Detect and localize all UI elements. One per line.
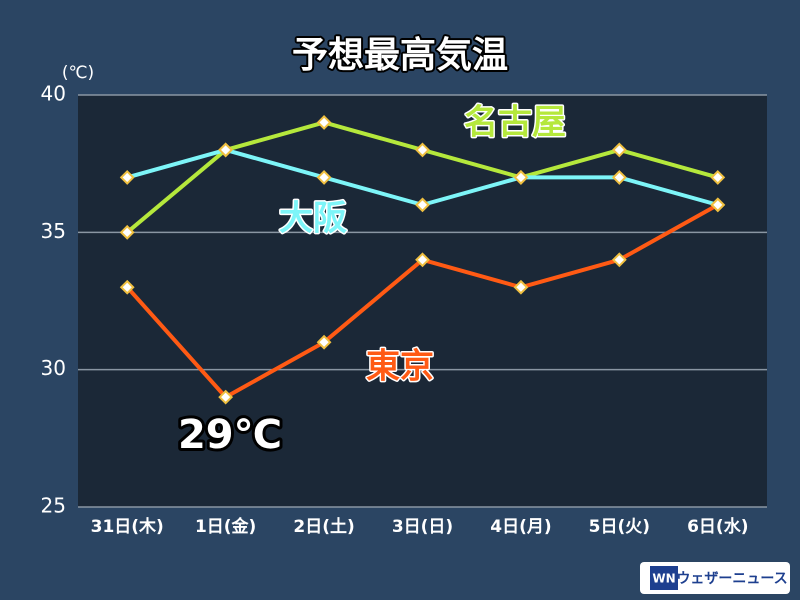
point-marker — [218, 389, 234, 405]
x-tick-label: 3日(日) — [392, 517, 453, 537]
series-label: 大阪 — [279, 199, 347, 239]
x-tick-label: 1日(金) — [195, 516, 256, 537]
y-tick-label: 25 — [41, 494, 66, 518]
x-tick-label: 6日(水) — [687, 516, 748, 537]
point-marker — [710, 169, 726, 185]
point-marker — [710, 197, 726, 213]
y-tick-label: 40 — [41, 82, 66, 106]
point-marker — [218, 142, 234, 158]
x-tick-label: 2日(土) — [293, 516, 354, 537]
point-marker — [611, 142, 627, 158]
point-marker — [415, 197, 430, 213]
chart-title: 予想最高気温 — [292, 35, 508, 76]
logo-icon — [650, 566, 678, 590]
x-tick-label: 31日(木) — [91, 516, 164, 537]
logo-mark: WN — [652, 572, 675, 586]
annotation: 29℃ — [178, 412, 282, 458]
plot-area — [78, 95, 767, 507]
point-marker — [119, 224, 135, 240]
point-marker — [513, 169, 529, 185]
point-marker — [316, 115, 332, 130]
y-unit: (℃) — [62, 63, 94, 83]
point-marker — [316, 169, 332, 185]
series-label: 東京 — [366, 347, 434, 387]
x-tick-label: 5日(火) — [589, 517, 650, 537]
y-tick-label: 35 — [41, 219, 66, 243]
point-marker — [513, 279, 529, 295]
x-tick-label: 4日(月) — [490, 517, 551, 537]
point-marker — [611, 169, 627, 185]
point-marker — [415, 142, 430, 158]
y-tick-label: 30 — [41, 356, 66, 380]
point-marker — [611, 252, 627, 268]
series-label: 名古屋 — [464, 103, 566, 143]
point-marker — [316, 334, 332, 350]
point-marker — [119, 279, 135, 295]
point-marker — [415, 252, 430, 268]
point-marker — [119, 169, 135, 185]
source: ウェザーニュース — [676, 571, 787, 587]
